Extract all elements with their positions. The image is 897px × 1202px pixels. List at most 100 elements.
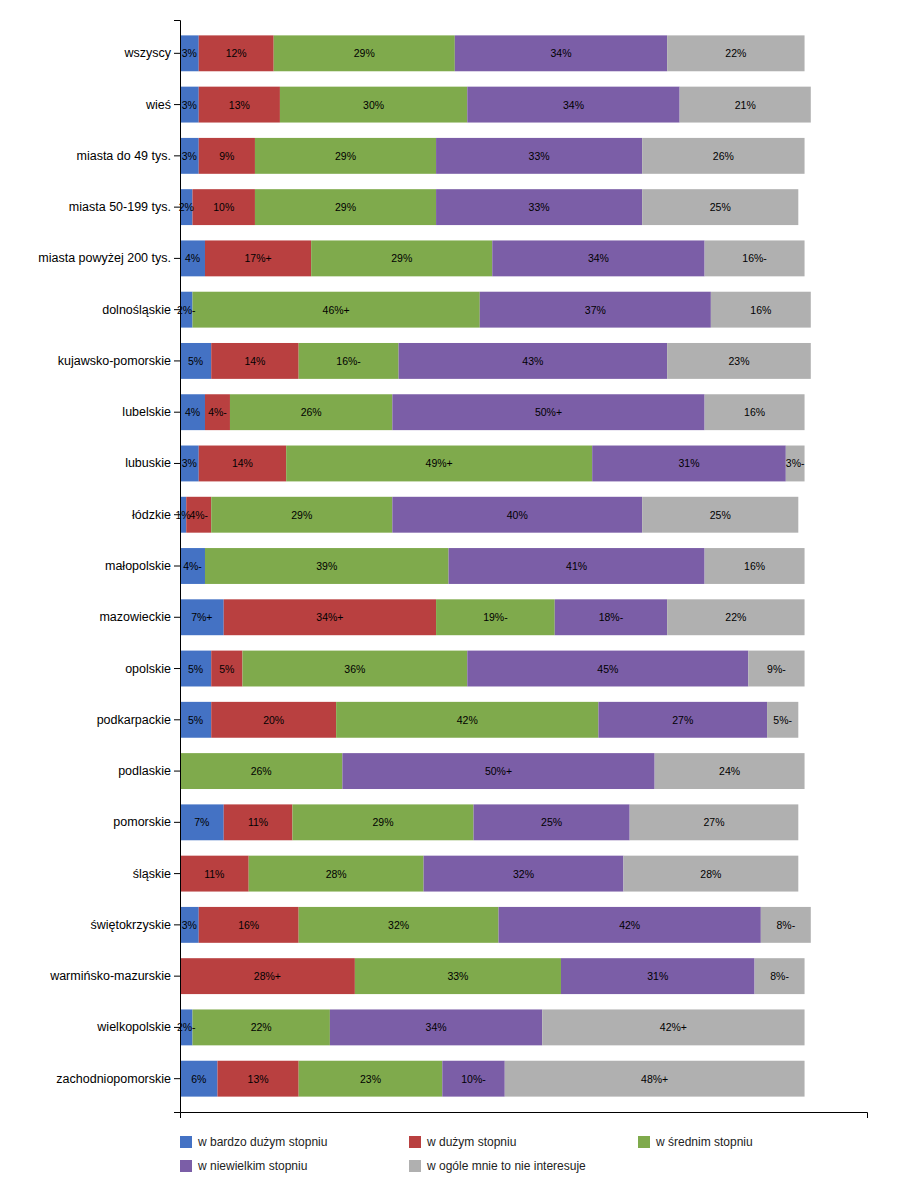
data-label: 3% [182,99,197,111]
data-label: 39% [316,560,337,572]
chart: 3%3%3%2%4%2%-5%4%3%1%4%-7%+5%5%7%3%2%-6%… [0,0,897,1202]
y-tick-mark [174,924,180,925]
bar-segment [180,958,355,994]
bar-segment [480,292,711,328]
y-tick: miasta 50-199 tys. [69,200,180,214]
bar-series [505,35,811,1096]
bar-segment [199,138,255,174]
bar-segment [180,702,211,738]
bar-segment [180,599,224,635]
data-label: 48%+ [641,1073,668,1085]
bar-segment [492,240,704,276]
data-label: 31% [678,457,699,469]
bar-segment [455,35,667,71]
data-label: 27% [672,714,693,726]
bar-segment [180,1061,217,1097]
data-label: 14% [232,457,253,469]
data-label: 13% [248,1073,269,1085]
data-label: 16% [744,560,765,572]
data-label: 22% [251,1021,272,1033]
y-tick-label: zachodniopomorskie [56,1072,171,1086]
bar-segment [255,138,436,174]
bar-segment [211,651,242,687]
bar-segment [180,35,199,71]
legend-label: w dużym stopniu [426,1135,516,1149]
data-label: 4%- [189,509,208,521]
bar-segment [711,292,811,328]
bar-segment [342,753,654,789]
bar-segment [311,240,492,276]
y-tick: mazowieckie [99,610,180,624]
bar-segment [299,343,399,379]
data-label: 42%+ [660,1021,687,1033]
data-label: 37% [585,304,606,316]
y-tick-label: miasta do 49 tys. [77,149,172,163]
data-labels: 3%3%3%2%4%2%-5%4%3%1%4%-7%+5%5%7%3%2%-6%… [176,47,805,1084]
data-label: 21% [735,99,756,111]
data-label: 29% [354,47,375,59]
y-tick-label: kujawsko-pomorskie [58,354,171,368]
bar-segment [474,804,630,840]
data-label: 12% [226,47,247,59]
data-label: 45% [597,663,618,675]
y-tick-label: warmińsko-mazurskie [49,969,171,983]
y-tick-label: łódzkie [132,508,171,522]
y-tick-mark [174,822,180,823]
bar-segment [205,240,311,276]
data-label: 5% [188,663,203,675]
data-label: 3% [182,150,197,162]
legend-item: w bardzo dużym stopniu [180,1135,327,1149]
bar-segment [786,446,805,482]
y-tick: śląskie [133,867,180,881]
y-tick-label: miasta 50-199 tys. [69,200,171,214]
y-tick-label: opolskie [125,662,171,676]
data-label: 11% [204,868,224,880]
data-label: 25% [710,509,731,521]
legend-item: w średnim stopniu [638,1135,753,1149]
bar-segment [436,138,642,174]
y-tick: małopolskie [105,559,180,573]
legend-label: w średnim stopniu [655,1135,753,1149]
y-tick-mark [174,566,180,567]
y-tick: lubelskie [122,405,180,419]
data-label: 8%- [770,970,789,982]
data-label: 16% [750,304,771,316]
y-tick-label: wszyscy [123,46,171,60]
data-label: 40% [507,509,528,521]
data-label: 29% [291,509,312,521]
bar-segment [630,804,799,840]
y-tick-label: pomorskie [113,815,171,829]
data-label: 50%+ [485,765,512,777]
legend-swatch [180,1136,192,1148]
y-tick-mark [174,976,180,977]
data-label: 22% [725,611,746,623]
bar-segment [499,907,761,943]
bar-segment [555,599,667,635]
data-label: 29% [335,201,356,213]
bar-segment [180,343,211,379]
data-label: 36% [344,663,365,675]
y-tick-label: małopolskie [105,559,171,573]
legend: w bardzo dużym stopniu w dużym stopniu w ś… [180,1135,753,1173]
bar-segment [249,856,424,892]
bar-segment [224,804,293,840]
bar-segment [192,1009,329,1045]
data-label: 16% [238,919,259,931]
bar-segment [242,651,467,687]
bar-segment [255,189,436,225]
y-tick-mark [174,1078,180,1079]
data-label: 25% [541,816,562,828]
bar-segment [180,548,205,584]
bar-segment [192,189,254,225]
data-label: 42% [619,919,640,931]
data-label: 30% [363,99,384,111]
y-axis: wszyscywieśmiasta do 49 tys.miasta 50-19… [38,21,180,1113]
y-tick-mark [174,207,180,208]
bar-segment [767,702,798,738]
y-tick-mark [174,412,180,413]
data-label: 46%+ [323,304,350,316]
bar-segment [667,343,811,379]
bar-segment [180,804,224,840]
data-label: 34% [426,1021,447,1033]
y-tick-mark [174,1027,180,1028]
